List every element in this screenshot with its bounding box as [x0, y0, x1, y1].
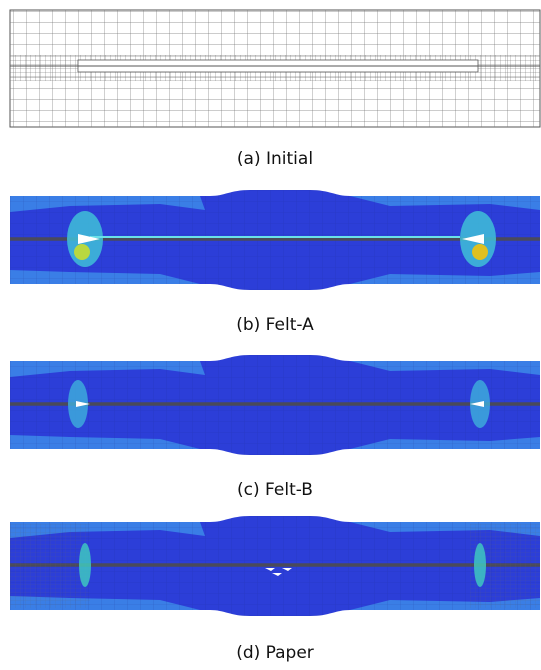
caption: (c) Felt-B — [237, 480, 313, 500]
caption: (d) Paper — [236, 643, 314, 663]
panel-a: (a) Initial — [9, 9, 541, 169]
panel-b: (b) Felt-A — [8, 188, 541, 335]
caption: (b) Felt-A — [236, 315, 314, 335]
caption: (a) Initial — [237, 149, 313, 169]
panel-d: (d) Paper — [8, 514, 541, 663]
panel-c: (c) Felt-B — [8, 353, 541, 500]
